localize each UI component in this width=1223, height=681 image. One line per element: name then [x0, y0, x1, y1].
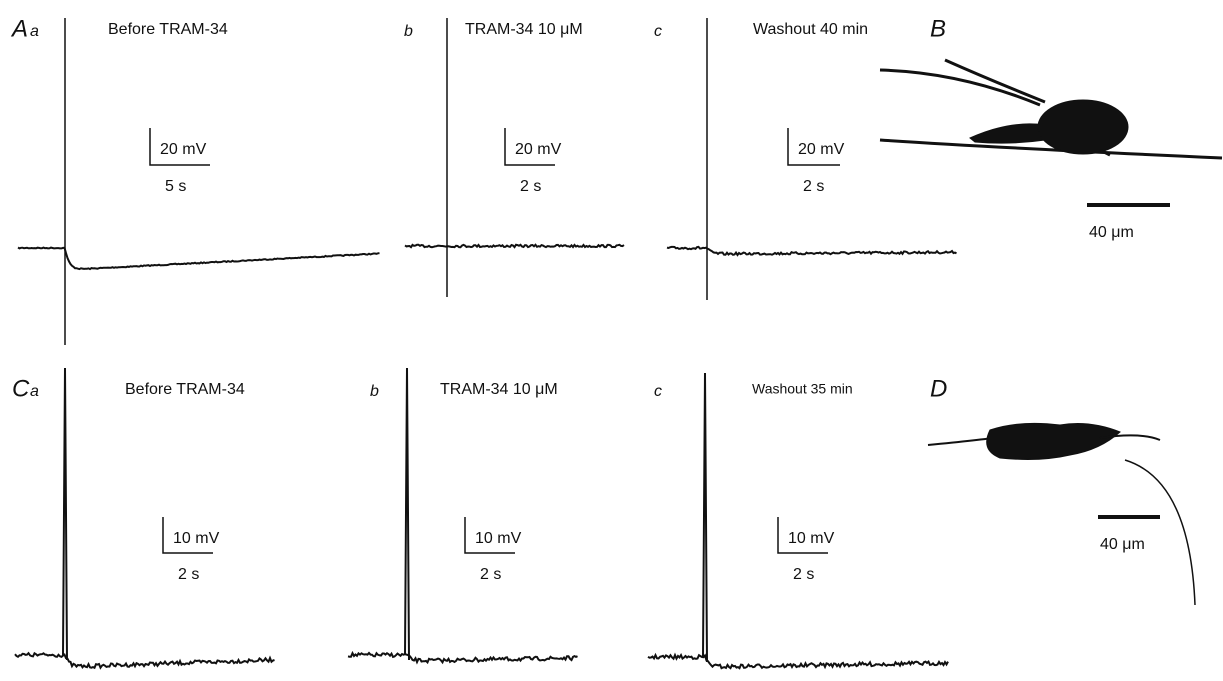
scale-bar	[777, 517, 828, 554]
trace	[404, 243, 625, 249]
panel-letter: D	[930, 375, 947, 402]
trace	[647, 652, 949, 670]
spike	[62, 367, 68, 661]
scale-bar	[464, 517, 515, 554]
scale-bar	[149, 128, 210, 166]
length-scale: 40 μm	[1100, 536, 1145, 553]
panel-sub: c	[654, 383, 662, 400]
panel-sub: b	[404, 23, 413, 40]
panel-title: Before TRAM-34	[108, 21, 228, 38]
panel-letter: B	[930, 15, 946, 42]
spike	[404, 367, 410, 661]
time-scale: 5 s	[165, 178, 186, 195]
scale-bar	[787, 128, 840, 166]
time-scale: 2 s	[793, 566, 814, 583]
time-scale: 2 s	[520, 178, 541, 195]
panel-sub: a	[30, 383, 39, 400]
panel-letter: C	[12, 375, 30, 402]
voltage-scale: 20 mV	[515, 141, 562, 158]
voltage-scale: 20 mV	[160, 141, 207, 158]
panel-sub: a	[30, 23, 39, 40]
time-scale: 2 s	[803, 178, 824, 195]
scale-bar	[504, 128, 555, 166]
trace	[666, 245, 957, 257]
panel-title: Washout 40 min	[753, 21, 868, 38]
panel-title: Before TRAM-34	[125, 381, 245, 398]
voltage-scale: 20 mV	[798, 141, 845, 158]
spike	[702, 372, 708, 663]
length-scale: 40 μm	[1089, 224, 1134, 241]
panel-title: TRAM-34 10 μM	[440, 381, 558, 398]
panel-letter: A	[10, 15, 28, 42]
time-scale: 2 s	[480, 566, 501, 583]
panel-sub: b	[370, 383, 379, 400]
voltage-scale: 10 mV	[475, 530, 522, 547]
neuron-d	[927, 422, 1196, 606]
trace	[14, 651, 275, 670]
neuron-b	[879, 58, 1223, 160]
scale-bar	[162, 517, 213, 554]
voltage-scale: 10 mV	[788, 530, 835, 547]
panel-title: TRAM-34 10 μM	[465, 21, 583, 38]
time-scale: 2 s	[178, 566, 199, 583]
panel-title: Washout 35 min	[752, 381, 853, 397]
trace	[347, 650, 578, 665]
panel-sub: c	[654, 23, 662, 40]
trace	[17, 246, 380, 271]
voltage-scale: 10 mV	[173, 530, 220, 547]
